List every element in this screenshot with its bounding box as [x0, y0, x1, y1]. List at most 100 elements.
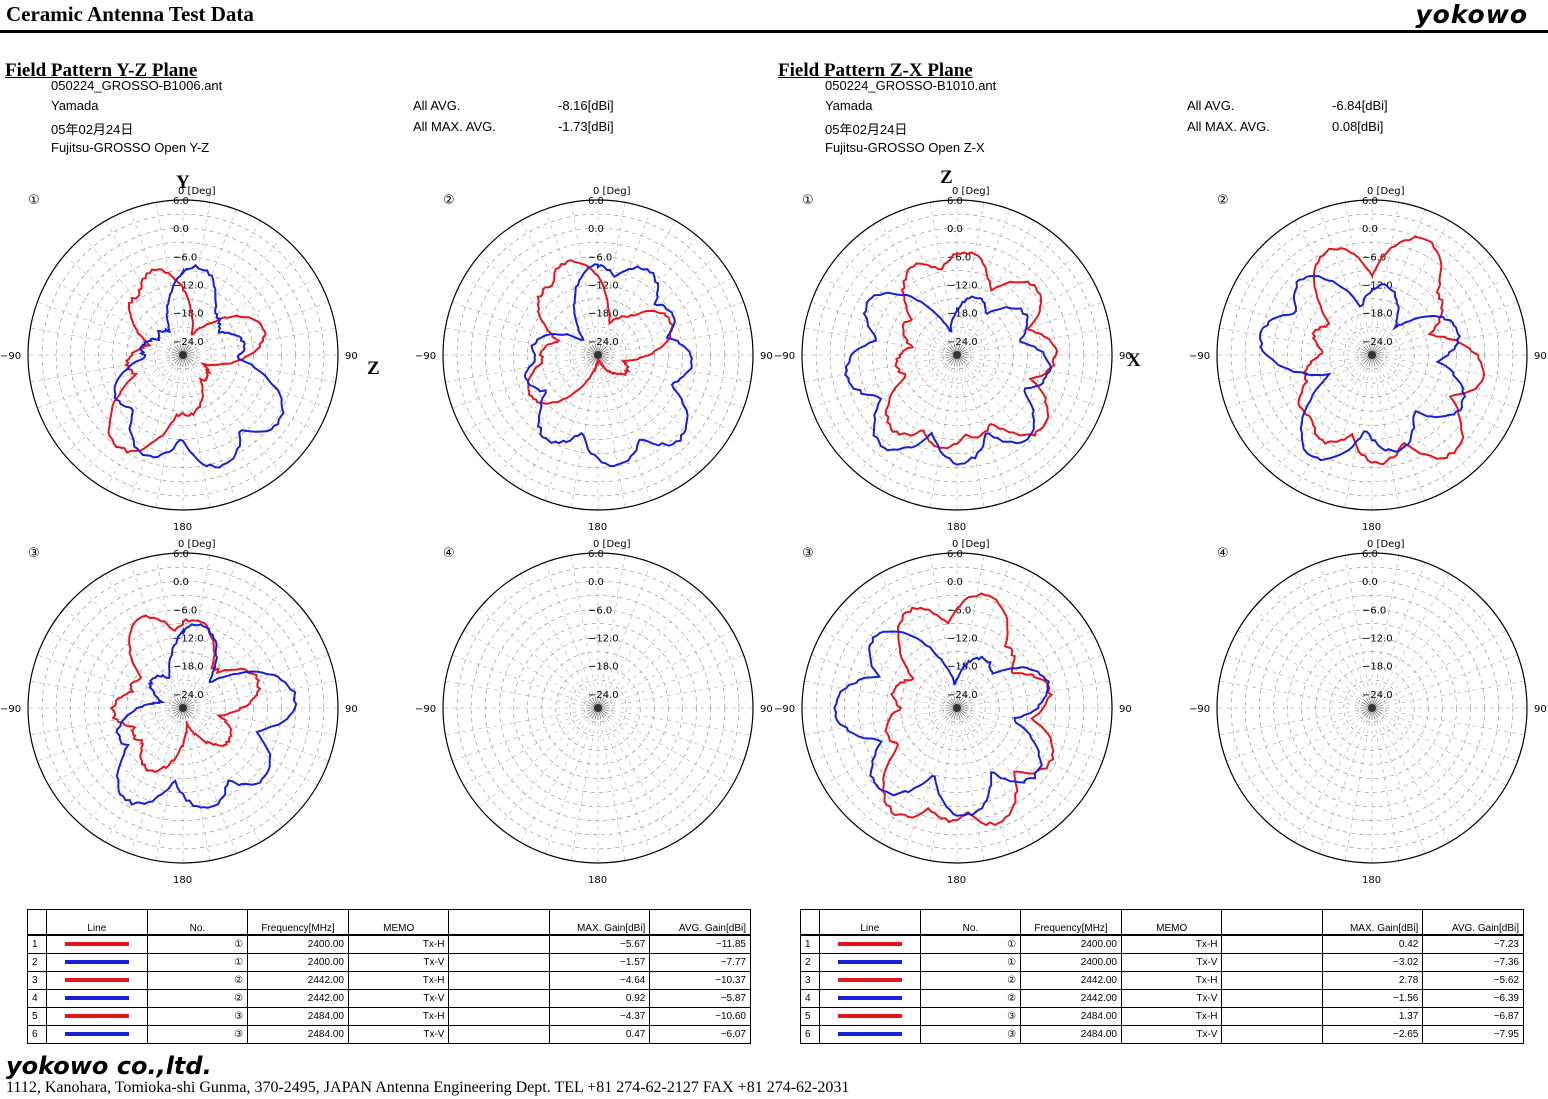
- grid-ring: [84, 609, 282, 807]
- grid-spoke: [479, 608, 588, 700]
- max-gain: 2.78: [1321, 971, 1424, 990]
- grid-spoke: [1253, 255, 1362, 347]
- pattern-number: ①: [919, 934, 1022, 954]
- avg-gain: −7.95: [1422, 1025, 1524, 1044]
- max-gain: −1.56: [1321, 989, 1424, 1008]
- legend-row: 2 ① 2400.00 Tx-V −1.57 −7.77: [27, 953, 751, 972]
- memo: Tx-V: [347, 989, 450, 1008]
- ring-label: 0.0: [588, 224, 604, 235]
- max-gain: −2.65: [1321, 1025, 1424, 1044]
- grid-spoke: [37, 301, 170, 351]
- ring-label: −6.0: [588, 605, 612, 616]
- ring-label: −24.0: [947, 690, 978, 701]
- ring-label: −24.0: [588, 337, 619, 348]
- pattern-trace-tx-v: [113, 263, 285, 469]
- frequency: 2442.00: [1020, 971, 1122, 990]
- grid-spoke: [445, 327, 585, 353]
- memo: Tx-H: [1120, 1007, 1223, 1026]
- max-gain: −4.64: [548, 971, 651, 990]
- ring-label: 0.0: [947, 224, 963, 235]
- frequency: 2484.00: [247, 1025, 349, 1044]
- grid-spoke: [969, 714, 1092, 786]
- ring-label: −6.0: [947, 605, 971, 616]
- panel-number: ①: [802, 193, 814, 208]
- grid-spoke: [822, 361, 945, 433]
- ring-label: −18.0: [1362, 662, 1393, 673]
- max-label-zx: All MAX. AVG.: [1187, 119, 1270, 134]
- ring-label: 0.0: [1362, 224, 1378, 235]
- grid-spoke: [610, 714, 733, 786]
- grid-spoke: [811, 301, 944, 351]
- grid-spoke: [195, 361, 318, 433]
- line-swatch: [45, 1007, 148, 1026]
- axis-letter-y: Y: [176, 172, 190, 193]
- grid-spoke: [48, 714, 171, 786]
- grid-ring: [872, 623, 1042, 793]
- line-swatch: [818, 953, 921, 972]
- legend-table-zx: Line No. Frequency[MHz] MEMO MAX. Gain[d…: [800, 909, 1524, 1044]
- grid-spoke: [196, 710, 336, 736]
- pattern-trace-tx-h: [882, 592, 1055, 827]
- grid-spoke: [1384, 630, 1507, 702]
- line-swatch: [45, 989, 148, 1008]
- row-number: 5: [27, 1007, 47, 1026]
- grid-spoke: [838, 255, 947, 347]
- grid-spoke: [600, 555, 626, 695]
- grid-spoke: [570, 555, 596, 695]
- avg-gain: −7.23: [1422, 934, 1524, 954]
- max-gain: −1.57: [548, 953, 651, 972]
- grid-spoke: [498, 718, 590, 827]
- grid-spoke: [811, 654, 944, 704]
- ring-label: 0.0: [173, 577, 189, 588]
- avg-value-zx: -6.84[dBi]: [1332, 98, 1388, 113]
- date-yz: 05年02月24日: [51, 122, 134, 137]
- legend-body-yz: 1 ① 2400.00 Tx-H −5.67 −11.85 2 ① 2400.00 Tx-V −1.…: [27, 934, 751, 1044]
- grid-ring: [1343, 679, 1401, 737]
- max-gain: 0.42: [1321, 934, 1424, 954]
- angle-label-right: 90: [345, 351, 358, 362]
- panel-number: ①: [28, 193, 40, 208]
- panel-number: ④: [443, 546, 455, 561]
- grid-spoke: [838, 608, 947, 700]
- grid-ring: [872, 270, 1042, 440]
- angle-label-bottom: 180: [1362, 875, 1381, 886]
- ring-label: −24.0: [947, 337, 978, 348]
- ring-label: −12.0: [588, 634, 619, 645]
- memo: Tx-H: [1120, 971, 1223, 990]
- grid-ring: [41, 213, 325, 497]
- col-memo: MEMO: [1120, 909, 1223, 936]
- angle-label-left: −90: [415, 704, 436, 715]
- angle-label-left: −90: [0, 704, 21, 715]
- legend-row: 1 ① 2400.00 Tx-H 0.42 −7.23: [800, 934, 1524, 954]
- grid-spoke: [1382, 608, 1491, 700]
- max-gain: −4.37: [548, 1007, 651, 1026]
- avg-gain: −11.85: [649, 934, 751, 954]
- pattern-number: ①: [146, 953, 249, 972]
- angle-label-bottom: 180: [1362, 522, 1381, 533]
- angle-label-right: 90: [760, 704, 773, 715]
- outer-circle: [1216, 552, 1528, 864]
- frequency: 2442.00: [1020, 989, 1122, 1008]
- grid-spoke: [1385, 712, 1518, 762]
- legend-row: 5 ③ 2484.00 Tx-H −4.37 −10.60: [27, 1007, 751, 1026]
- row-number: 3: [800, 971, 820, 990]
- grid-spoke: [64, 255, 173, 347]
- grid-spoke: [185, 368, 211, 508]
- angle-label-top: 0 [Deg]: [178, 186, 216, 197]
- outer-circle: [27, 552, 339, 864]
- line-swatch: [818, 1007, 921, 1026]
- grid-ring: [456, 213, 740, 497]
- line-swatch: [818, 934, 921, 954]
- angle-label-right: 90: [1534, 351, 1547, 362]
- center-dot: [953, 704, 961, 712]
- col-blank: [1221, 909, 1323, 936]
- grid-spoke: [463, 277, 586, 349]
- grid-ring: [1287, 270, 1457, 440]
- angle-label-top: 0 [Deg]: [593, 539, 631, 550]
- company-logo: yokowo co.,ltd.: [6, 1052, 212, 1080]
- memo: Tx-V: [347, 953, 450, 972]
- grid-spoke: [600, 368, 626, 508]
- memo: Tx-V: [1120, 989, 1223, 1008]
- section-title-zx: Field Pattern Z-X Plane: [778, 60, 973, 81]
- grid-spoke: [30, 680, 170, 706]
